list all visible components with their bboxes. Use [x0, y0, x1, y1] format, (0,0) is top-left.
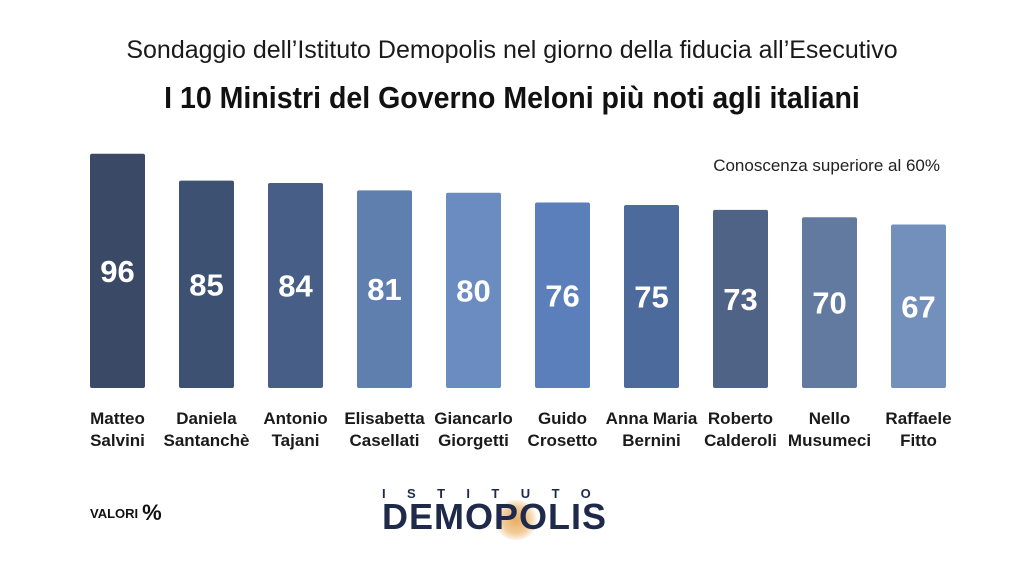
bar-9 [891, 224, 946, 388]
bar-value-5: 76 [545, 278, 579, 313]
units-label: VALORI% [90, 500, 162, 526]
category-label-5-0: Guido [538, 409, 587, 428]
category-label-0-0: Matteo [90, 409, 145, 428]
bar-8 [802, 217, 857, 388]
category-label-6-0: Anna Maria [606, 409, 698, 428]
category-label-3-1: Casellati [350, 431, 420, 450]
logo-top-text: ISTITUTO [382, 486, 613, 501]
bar-value-0: 96 [100, 254, 134, 289]
bar-value-3: 81 [367, 272, 401, 307]
logo-glow [494, 500, 538, 540]
category-label-4-0: Giancarlo [434, 409, 512, 428]
bar-value-8: 70 [812, 286, 846, 321]
bar-6 [624, 205, 679, 388]
demopolis-logo: ISTITUTO DEMOPOLIS [382, 486, 672, 542]
bar-value-4: 80 [456, 273, 490, 308]
bar-chart: 96 Matteo Salvini 85 Daniela Santanchè 84 Anton… [90, 153, 952, 450]
chart-title: I 10 Ministri del Governo Meloni più not… [164, 80, 860, 115]
bar-2 [268, 183, 323, 388]
chart-subtitle: Sondaggio dell’Istituto Demopolis nel gi… [126, 36, 898, 64]
category-label-5-1: Crosetto [528, 431, 598, 450]
bar-0 [90, 153, 145, 388]
bar-1 [179, 180, 234, 388]
units-text: VALORI [90, 506, 139, 521]
bar-value-9: 67 [901, 289, 935, 324]
chart-note: Conoscenza superiore al 60% [713, 156, 940, 175]
category-label-8-0: Nello [809, 409, 851, 428]
category-label-8-1: Musumeci [788, 431, 871, 450]
category-label-2-1: Tajani [272, 431, 320, 450]
bar-value-6: 75 [634, 280, 668, 315]
category-label-4-1: Giorgetti [438, 431, 509, 450]
bar-7 [713, 209, 768, 388]
category-label-1-0: Daniela [176, 409, 237, 428]
bar-4 [446, 192, 501, 388]
bar-3 [357, 190, 412, 388]
category-label-2-0: Antonio [263, 409, 327, 428]
units-symbol: % [142, 500, 162, 525]
bar-value-7: 73 [723, 282, 757, 317]
bar-value-2: 84 [278, 269, 313, 304]
category-label-7-1: Calderoli [704, 431, 777, 450]
category-label-3-0: Elisabetta [344, 409, 425, 428]
category-label-1-1: Santanchè [164, 431, 250, 450]
category-label-7-0: Roberto [708, 409, 773, 428]
category-label-0-1: Salvini [90, 431, 145, 450]
bar-5 [535, 202, 590, 388]
bar-value-1: 85 [189, 267, 223, 302]
category-label-9-1: Fitto [900, 431, 937, 450]
category-label-9-0: Raffaele [885, 409, 951, 428]
category-label-6-1: Bernini [622, 431, 681, 450]
logo-main-text: DEMOPOLIS [382, 496, 608, 537]
